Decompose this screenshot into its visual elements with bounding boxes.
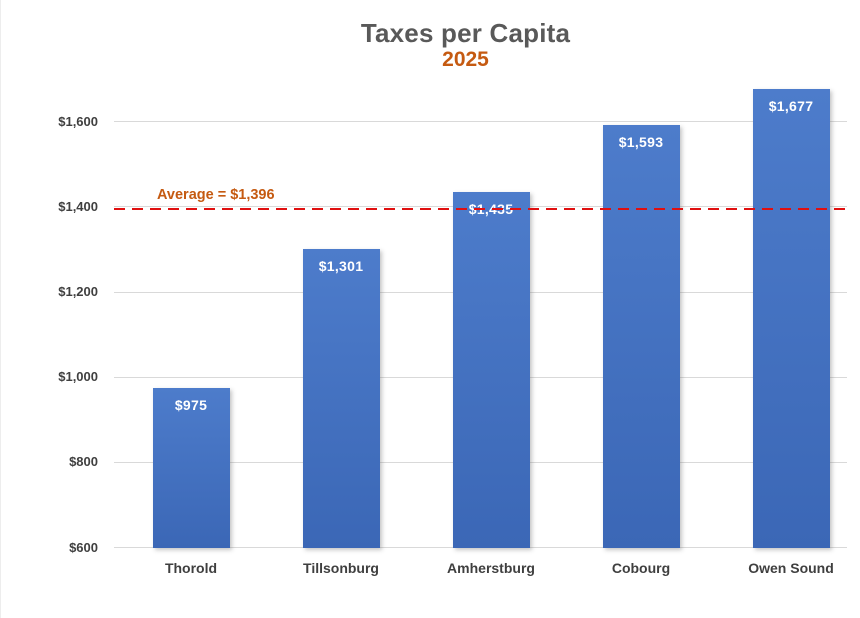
y-tick-label: $800 [69, 454, 98, 470]
y-tick-label: $1,200 [58, 284, 98, 300]
bar-value-label: $975 [174, 396, 208, 413]
bar-owen-sound: $1,677 [752, 88, 830, 548]
y-tick-label: $1,400 [58, 198, 98, 214]
chart-subtitle: 2025 [442, 48, 489, 71]
category-label: Amherstburg [447, 560, 535, 576]
average-reference-line [114, 207, 851, 210]
bar-value-label: $1,677 [768, 97, 814, 114]
chart-header: Taxes per Capita 2025 [71, 18, 860, 72]
category-label: Tillsonburg [303, 560, 379, 576]
category-label: Owen Sound [748, 560, 834, 576]
y-tick-label: $1,600 [58, 113, 98, 129]
y-tick-label: $1,000 [58, 369, 98, 385]
bar-value-label: $1,301 [318, 258, 364, 275]
bar-thorold: $975 [152, 387, 230, 548]
y-tick-label: $600 [69, 539, 98, 555]
bar-value-label: $1,593 [618, 133, 664, 150]
bar-tillsonburg: $1,301 [302, 249, 380, 548]
bar-amherstburg: $1,435 [452, 191, 530, 548]
bar-cobourg: $1,593 [602, 124, 680, 548]
average-line-label: Average = $1,396 [157, 186, 275, 203]
gridline-1600 [114, 121, 847, 123]
chart-title: Taxes per Capita [360, 18, 571, 48]
category-label: Thorold [164, 560, 218, 576]
category-label: Cobourg [611, 560, 671, 576]
